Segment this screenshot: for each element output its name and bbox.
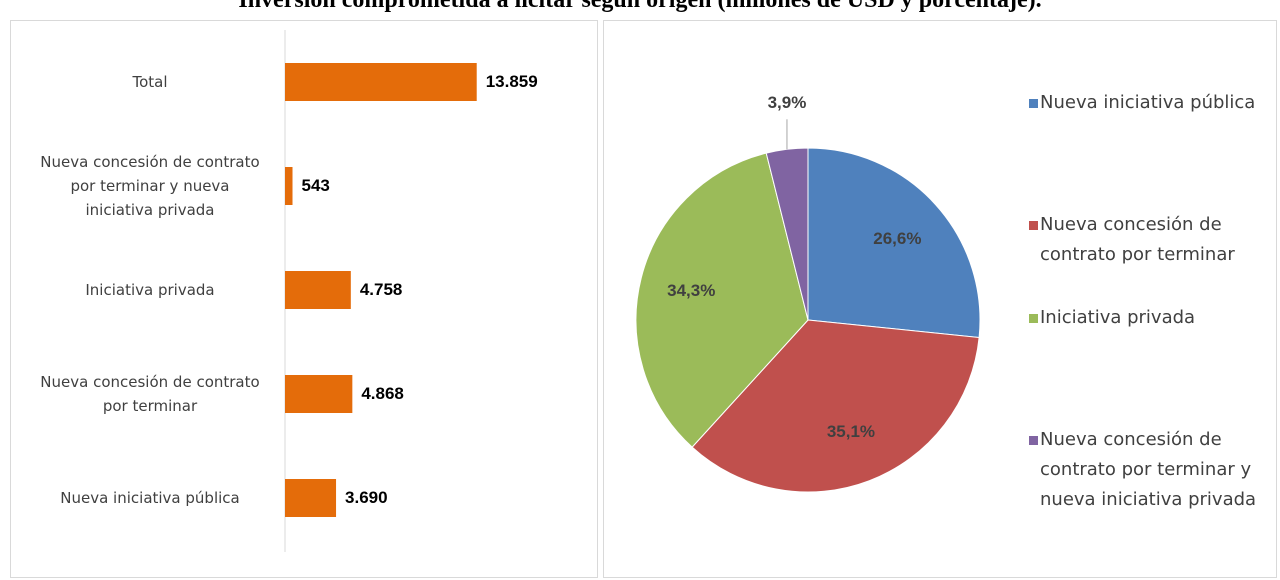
legend-label: Nueva concesión de contrato por terminar… xyxy=(1040,429,1257,510)
bar xyxy=(285,375,353,413)
pie-panel xyxy=(603,20,1277,578)
pie-slice xyxy=(635,152,809,448)
category-label: Nueva concesión de contrato por terminar… xyxy=(40,153,260,219)
category-label: Iniciativa privada xyxy=(85,281,215,299)
bar-panel xyxy=(10,20,598,578)
pie-slice xyxy=(807,147,981,339)
bar xyxy=(285,271,351,309)
pie-label: 35,1% xyxy=(826,422,876,442)
category-label: Nueva iniciativa pública xyxy=(60,489,240,507)
legend-swatch xyxy=(1029,314,1038,323)
category-label: Total xyxy=(132,73,168,91)
legend-swatch xyxy=(1029,99,1038,108)
bar xyxy=(285,63,477,101)
legend-swatch xyxy=(1029,221,1038,230)
value-label: 13.859 xyxy=(485,72,538,91)
pie-slice xyxy=(691,319,980,493)
pie-label: 34,3% xyxy=(667,280,716,300)
pie-label: 3,9% xyxy=(767,93,807,113)
value-label: 4.868 xyxy=(361,384,404,403)
title: Inversión comprometida a licitar según o… xyxy=(238,0,1042,13)
legend-label: Nueva concesión de contrato por terminar xyxy=(1040,214,1235,265)
legend-label: Nueva iniciativa pública xyxy=(1040,92,1256,113)
legend-label: Iniciativa privada xyxy=(1040,307,1196,328)
bar xyxy=(285,167,293,205)
value-label: 3.690 xyxy=(345,488,388,507)
value-label: 543 xyxy=(301,176,330,195)
pie-label: 26,6% xyxy=(873,229,922,249)
category-label: Nueva concesión de contrato por terminar xyxy=(40,373,260,415)
legend-swatch xyxy=(1029,436,1038,445)
value-label: 4.758 xyxy=(359,280,403,299)
bar xyxy=(285,479,337,517)
